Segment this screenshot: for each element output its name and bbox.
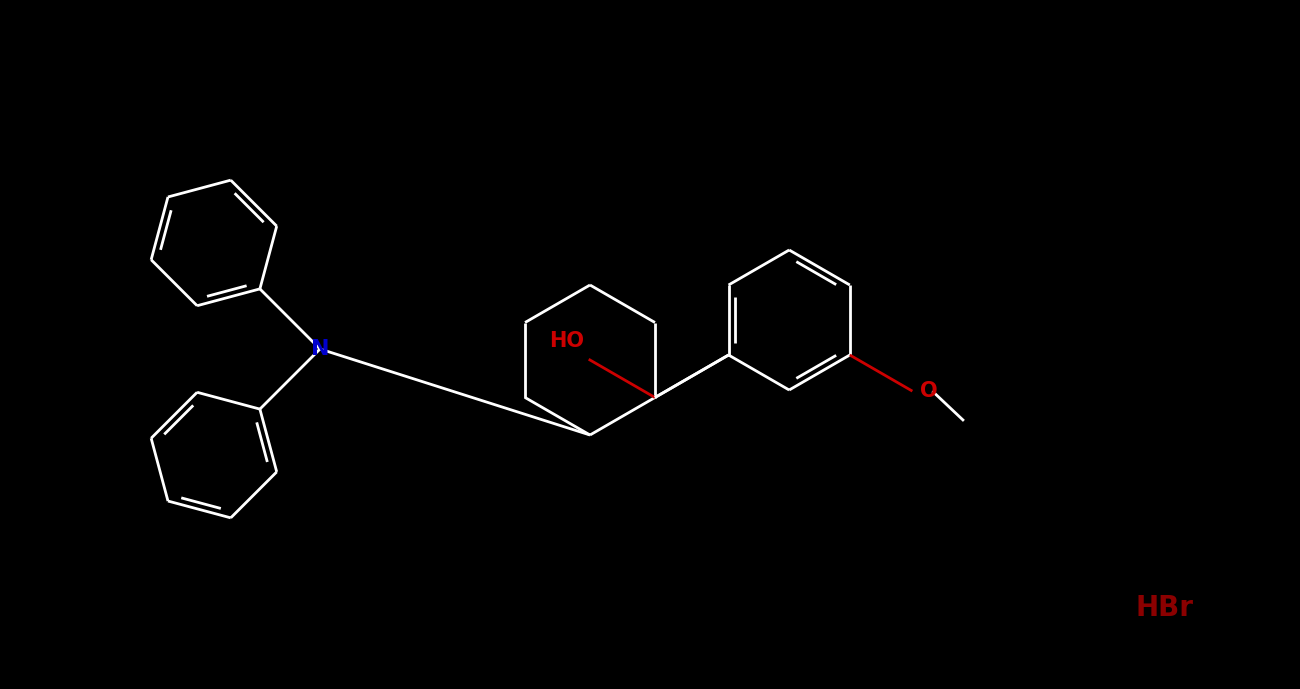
Text: HBr: HBr: [1136, 594, 1193, 622]
Text: HO: HO: [549, 331, 584, 351]
Text: O: O: [920, 381, 939, 401]
Text: N: N: [311, 339, 329, 359]
